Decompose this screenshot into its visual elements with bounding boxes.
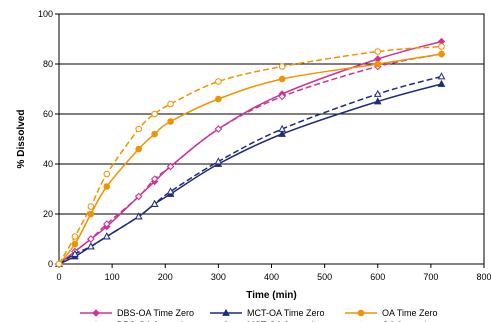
legend-label: DBS-OA 6 month xyxy=(117,320,186,322)
legend-label: MCT-OA 6 month xyxy=(247,320,317,322)
y-axis-title: % Dissolved xyxy=(16,110,27,169)
data-point xyxy=(166,187,175,195)
data-point xyxy=(167,100,174,108)
data-point xyxy=(215,95,222,103)
x-axis-title: Time (min) xyxy=(246,290,296,301)
series-oa-6-month xyxy=(55,43,445,268)
legend-marker xyxy=(357,309,365,317)
data-point xyxy=(214,125,223,133)
legend-label: DBS-OA Time Zero xyxy=(117,308,194,318)
data-point xyxy=(167,118,174,125)
y-tick-label: 100 xyxy=(38,9,53,19)
legend-marker xyxy=(92,309,100,317)
series-lines xyxy=(55,37,446,268)
x-tick-label: 700 xyxy=(423,272,438,282)
data-point xyxy=(103,183,111,190)
data-point xyxy=(87,210,95,218)
data-point xyxy=(438,50,445,58)
data-point xyxy=(150,199,159,207)
data-point xyxy=(135,145,142,153)
data-point xyxy=(150,175,159,183)
legend-item: DBS-OA Time Zero xyxy=(80,308,194,318)
series-mct-oa-6-month xyxy=(55,72,446,267)
data-point xyxy=(278,124,286,132)
data-point xyxy=(437,79,446,87)
data-point xyxy=(151,130,158,138)
x-tick-label: 800 xyxy=(476,272,491,282)
data-point xyxy=(151,110,158,118)
data-point xyxy=(278,63,286,70)
y-axis-ticks: 0 20 40 60 80 100 xyxy=(38,9,59,269)
legend-label: OA 6 month xyxy=(382,320,430,322)
data-point xyxy=(87,235,95,243)
series-dbs-oa-6-month xyxy=(55,50,446,268)
data-point xyxy=(135,125,142,133)
data-point xyxy=(87,242,95,250)
y-tick-label: 80 xyxy=(43,59,53,69)
x-tick-label: 600 xyxy=(370,272,385,282)
legend-label: MCT-OA Time Zero xyxy=(247,308,325,318)
data-point xyxy=(55,260,63,268)
x-tick-label: 200 xyxy=(158,272,173,282)
series-oa-time-zero xyxy=(55,50,445,268)
data-point xyxy=(103,220,111,228)
gridlines xyxy=(59,63,484,215)
data-point xyxy=(278,92,286,101)
x-tick-label: 300 xyxy=(211,272,226,282)
data-point xyxy=(278,129,286,137)
legend-item: OA Time Zero xyxy=(345,308,438,318)
data-point xyxy=(373,89,382,97)
legend: DBS-OA Time Zero DBS-OA 6 month MCT-OA Tim… xyxy=(80,308,438,322)
data-point xyxy=(71,240,79,248)
data-point xyxy=(437,72,446,80)
data-point xyxy=(87,203,95,210)
data-point xyxy=(214,157,223,165)
data-point xyxy=(278,75,286,83)
y-tick-label: 40 xyxy=(43,159,53,169)
data-point xyxy=(166,162,175,171)
series-line xyxy=(58,75,442,265)
data-point xyxy=(71,249,79,257)
x-tick-label: 400 xyxy=(264,272,279,282)
x-axis-ticks: 0 100 200 300 400 500 600 700 800 xyxy=(56,264,491,282)
data-point xyxy=(374,60,382,68)
y-tick-label: 0 xyxy=(48,259,53,269)
data-point xyxy=(103,170,111,178)
legend-label: OA Time Zero xyxy=(382,308,438,318)
legend-item: OA 6 month xyxy=(359,320,430,322)
data-point xyxy=(134,212,143,220)
data-point xyxy=(373,97,382,105)
data-point xyxy=(102,232,111,240)
data-point xyxy=(215,78,222,85)
data-point xyxy=(438,43,445,50)
series-mct-oa-time-zero xyxy=(55,79,446,267)
series-line xyxy=(58,53,442,265)
data-point xyxy=(374,48,382,55)
data-point xyxy=(71,233,79,240)
y-tick-label: 20 xyxy=(43,209,53,219)
x-tick-label: 100 xyxy=(105,272,120,282)
x-tick-label: 0 xyxy=(56,272,61,282)
x-tick-label: 500 xyxy=(317,272,332,282)
y-tick-label: 60 xyxy=(43,109,53,119)
data-point xyxy=(134,192,143,201)
legend-marker xyxy=(222,308,230,316)
legend-item: DBS-OA 6 month xyxy=(95,320,186,322)
legend-item: MCT-OA Time Zero xyxy=(210,308,325,318)
